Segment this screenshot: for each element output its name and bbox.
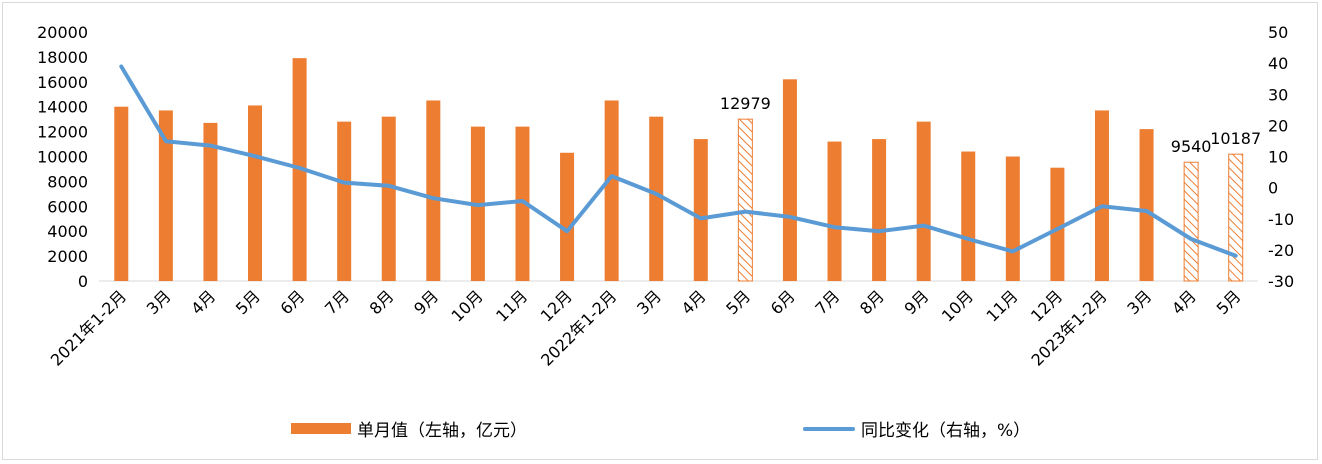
x-tick-label: 5月 — [722, 286, 754, 318]
bar — [337, 121, 352, 281]
bar — [693, 139, 708, 281]
y-left-tick-label: 6000 — [47, 197, 88, 216]
y-left-tick-label: 0 — [78, 272, 88, 291]
x-tick-label: 6月 — [276, 286, 308, 318]
yoy-line — [119, 64, 1238, 258]
legend-line-swatch — [803, 426, 855, 431]
y-left-tick-label: 20000 — [37, 23, 88, 42]
x-tick-label: 12月 — [537, 286, 576, 325]
x-tick-label: 8月 — [856, 286, 888, 318]
bar — [114, 106, 129, 281]
bar — [248, 105, 263, 281]
legend-item-line[interactable]: 同比变化（右轴，%） — [803, 416, 1030, 441]
x-tick-label: 4月 — [678, 286, 710, 318]
bar-hatched — [1183, 161, 1199, 282]
legend-bar-swatch — [291, 423, 351, 434]
bar — [649, 116, 664, 281]
y-right-tick-label: 20 — [1268, 116, 1288, 135]
y-right-tick-label: 30 — [1268, 85, 1288, 104]
legend-bar-label: 单月值（左轴，亿元） — [357, 421, 527, 441]
bar — [961, 151, 976, 281]
legend-line-label: 同比变化（右轴，%） — [861, 421, 1031, 441]
data-label: 12979 — [720, 94, 771, 113]
x-tick-label: 2021年1-2月 — [47, 286, 130, 369]
x-tick-label: 9月 — [901, 286, 933, 318]
x-tick-label: 10月 — [938, 286, 977, 325]
x-tick-label: 5月 — [232, 286, 264, 318]
data-label: 9540 — [1171, 137, 1212, 156]
y-right-tick-label: -20 — [1268, 241, 1294, 260]
bar — [381, 116, 396, 281]
bar — [426, 100, 441, 281]
x-tick-label: 3月 — [1123, 286, 1155, 318]
x-tick-label: 7月 — [811, 286, 843, 318]
x-tick-label: 3月 — [633, 286, 665, 318]
x-tick-label: 4月 — [1168, 286, 1200, 318]
x-tick-label: 9月 — [410, 286, 442, 318]
legend: 单月值（左轴，亿元） 同比变化（右轴，%） — [0, 416, 1322, 444]
y-right-tick-label: 0 — [1268, 179, 1278, 198]
y-right-tick-label: 10 — [1268, 148, 1288, 167]
y-left-tick-label: 2000 — [47, 247, 88, 266]
bar-hatched — [1228, 153, 1244, 282]
x-tick-label: 7月 — [321, 286, 353, 318]
bar — [916, 121, 931, 281]
bar — [515, 126, 530, 282]
y-right-tick-label: -30 — [1268, 272, 1294, 291]
x-tick-label: 5月 — [1213, 286, 1245, 318]
y-left-tick-label: 12000 — [37, 123, 88, 142]
y-right-tick-label: 50 — [1268, 23, 1288, 42]
x-tick-label: 6月 — [767, 286, 799, 318]
x-tick-label: 10月 — [448, 286, 487, 325]
x-tick-label: 11月 — [982, 286, 1021, 325]
bar — [782, 79, 797, 281]
y-right-tick-label: -10 — [1268, 210, 1294, 229]
bar — [1005, 156, 1020, 281]
bar — [560, 152, 575, 281]
x-tick-label: 4月 — [187, 286, 219, 318]
x-tick-label: 3月 — [143, 286, 175, 318]
y-left-tick-label: 18000 — [37, 48, 88, 67]
y-left-tick-label: 4000 — [47, 222, 88, 241]
x-tick-label: 8月 — [366, 286, 398, 318]
bar — [1139, 129, 1154, 281]
bar — [158, 110, 173, 281]
bar — [604, 100, 619, 281]
bar-hatched — [737, 118, 753, 282]
y-left-tick-label: 10000 — [37, 148, 88, 167]
x-tick-label: 12月 — [1027, 286, 1066, 325]
x-tick-label: 11月 — [492, 286, 531, 325]
data-label: 10187 — [1210, 129, 1261, 148]
legend-item-bar[interactable]: 单月值（左轴，亿元） — [291, 416, 527, 441]
y-right-tick-label: 40 — [1268, 54, 1288, 73]
bar — [1094, 110, 1109, 281]
bar — [827, 141, 842, 281]
bar — [203, 122, 218, 281]
y-left-tick-label: 8000 — [47, 172, 88, 191]
bar — [1050, 167, 1065, 281]
y-left-tick-label: 16000 — [37, 73, 88, 92]
y-left-tick-label: 14000 — [37, 98, 88, 117]
bar — [872, 139, 887, 281]
